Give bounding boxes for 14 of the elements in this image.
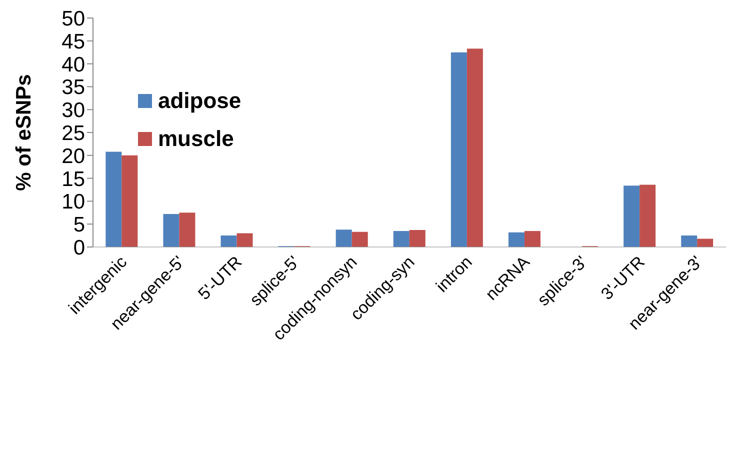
legend-label: muscle <box>157 126 235 152</box>
y-tick-label: 40 <box>62 53 85 76</box>
y-tick-label: 35 <box>62 76 85 100</box>
y-tick-label: 10 <box>62 190 85 214</box>
y-tick-label: 15 <box>62 168 85 191</box>
y-tick-label: 45 <box>62 30 85 54</box>
y-tick-label: 50 <box>62 7 85 30</box>
legend-label: adipose <box>157 88 242 114</box>
y-tick-label: 25 <box>62 122 85 145</box>
y-axis-title: % of eSNPs <box>12 74 36 191</box>
y-tick-label: 0 <box>73 236 85 260</box>
y-tick-label: 30 <box>62 99 85 122</box>
y-tick-label: 5 <box>73 214 85 237</box>
y-tick-label: 20 <box>62 144 85 168</box>
